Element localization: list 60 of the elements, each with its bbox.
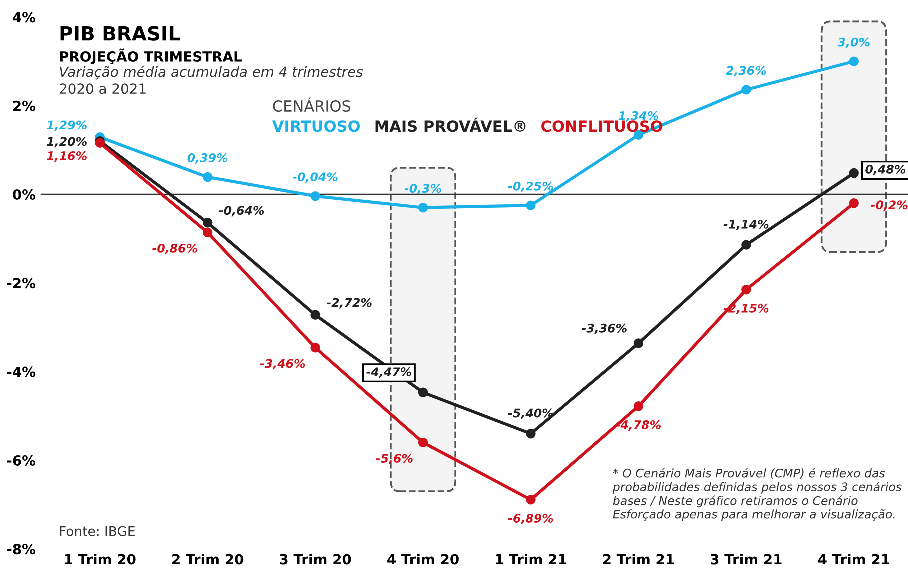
data-label: -0,64% — [219, 206, 264, 217]
data-label: 3,0% — [838, 38, 870, 48]
point — [526, 429, 536, 439]
data-label: -0,25% — [508, 182, 554, 192]
data-label: -5,6% — [376, 454, 413, 465]
y-tick-label: -6% — [7, 455, 36, 466]
x-tick-label: 4 Trim 21 — [818, 554, 890, 565]
x-tick-label: 2 Trim 21 — [603, 554, 674, 565]
data-label: 1,34% — [618, 111, 659, 122]
data-label: 0,39% — [188, 154, 228, 164]
data-label: 1,16% — [47, 152, 87, 162]
x-tick-label: 4 Trim 20 — [388, 554, 459, 565]
y-tick-label: 0% — [13, 190, 36, 200]
y-tick-label: 4% — [13, 12, 36, 23]
data-label: -5,40% — [508, 408, 554, 420]
x-tick-label: 3 Trim 20 — [280, 554, 352, 565]
point — [526, 495, 536, 505]
data-label: -3,36% — [582, 324, 627, 334]
point — [634, 402, 644, 412]
point — [310, 310, 320, 320]
x-tick-label: 1 Trim 20 — [65, 554, 136, 565]
point — [634, 338, 644, 348]
point — [742, 240, 752, 250]
data-label: 0,48% — [866, 164, 906, 176]
data-label: 1,20% — [47, 137, 87, 148]
data-label: 1,29% — [47, 120, 87, 132]
data-label: -0,86% — [152, 244, 198, 254]
data-label: -4,78% — [616, 420, 661, 431]
annotation: 2020 a 2021 — [60, 84, 146, 94]
point — [742, 85, 752, 95]
point — [202, 228, 213, 238]
text: PROJEÇÃO TRIMESTRAL — [60, 48, 242, 65]
data-label: -6,89% — [508, 514, 554, 524]
y-tick-label: -2% — [7, 278, 36, 289]
point — [310, 343, 320, 353]
y-tick-label: 2% — [14, 100, 36, 112]
x-tick-label: 3 Trim 21 — [711, 554, 782, 565]
data-label: -0,3% — [404, 184, 442, 195]
data-label: 2,36% — [726, 66, 766, 77]
point — [742, 284, 752, 295]
x-tick-label: 1 Trim 21 — [496, 554, 566, 565]
x-tick-label: 2 Trim 20 — [172, 554, 244, 565]
text: MAIS PROVÁVEL® — [376, 118, 526, 132]
point — [202, 172, 213, 182]
data-label: -0,04% — [292, 172, 338, 184]
text: VIRTUOSO — [272, 120, 360, 132]
point — [310, 191, 320, 202]
data-label: -3,46% — [260, 359, 306, 370]
annotation: Fonte: IBGE — [60, 526, 135, 536]
legend-title: CENÁRIOS — [273, 98, 351, 112]
y-tick-label: -4% — [7, 366, 36, 378]
annotation: Variação média acumulada em 4 trimestres — [60, 66, 364, 80]
point — [526, 200, 536, 210]
data-label: -4,47% — [366, 368, 412, 378]
data-label: -1,14% — [724, 220, 769, 230]
point — [202, 218, 213, 228]
chart-title: PIB BRASIL — [60, 26, 180, 41]
data-label: -2,72% — [326, 298, 372, 309]
y-tick-label: -8% — [7, 544, 36, 555]
annotation: * O Cenário Mais Provável (CMP) é reflexo das probabilidades definidas pelos nossos 3 cenários bases / Neste gráfico retiramos o Cenário Esforçado apenas para melhorar a visualização. — [612, 468, 902, 522]
